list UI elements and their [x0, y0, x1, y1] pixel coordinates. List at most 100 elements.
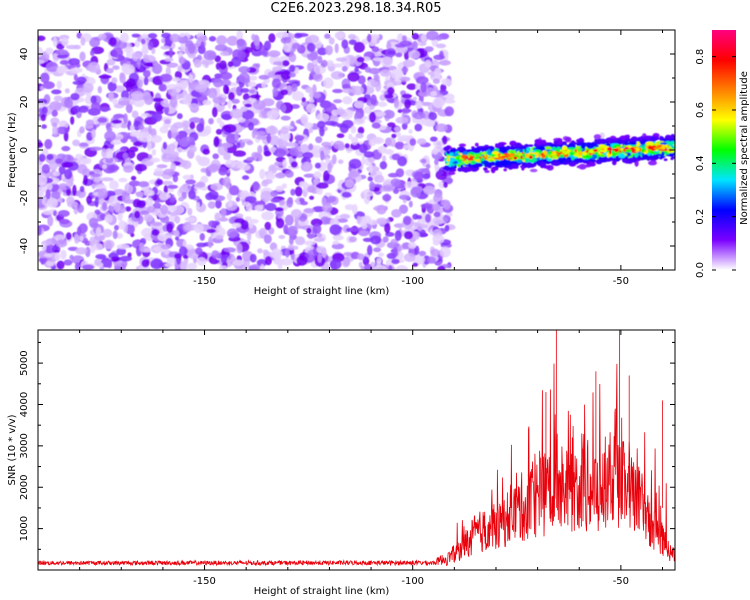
heatmap-cell	[256, 135, 269, 140]
heatmap-cell	[147, 33, 158, 39]
heatmap-cell	[505, 145, 511, 151]
heatmap-cell	[161, 32, 172, 39]
heatmap-cell	[394, 126, 401, 132]
heatmap-cell	[193, 59, 202, 68]
heatmap-cell	[610, 138, 615, 143]
heatmap-cell	[278, 200, 285, 206]
heatmap-cell	[91, 128, 96, 139]
heatmap-cell	[571, 157, 575, 161]
heatmap-cell	[215, 199, 222, 209]
heatmap-cell	[313, 72, 323, 82]
heatmap-cell	[435, 123, 448, 132]
heatmap-cell	[496, 143, 505, 148]
heatmap-cell	[395, 52, 403, 58]
heatmap-cell	[223, 84, 229, 95]
heatmap-cell	[212, 106, 218, 118]
heatmap-cell	[288, 52, 297, 63]
heatmap-cell	[376, 219, 388, 225]
heatmap-cell	[373, 264, 387, 270]
heatmap-cell	[274, 207, 284, 212]
heatmap-cell	[97, 117, 108, 123]
heatmap-cell	[178, 80, 188, 91]
heatmap-cell	[181, 136, 195, 143]
heatmap-cell	[119, 72, 126, 84]
heatmap-cell	[373, 247, 382, 253]
heatmap-cell	[130, 91, 144, 101]
heatmap-cell	[660, 142, 668, 146]
heatmap-cell	[182, 94, 192, 106]
heatmap-cell	[404, 181, 415, 189]
heatmap-cell	[143, 69, 151, 78]
heatmap-cell	[299, 181, 308, 187]
heatmap-cell	[258, 74, 270, 80]
heatmap-cell	[62, 177, 75, 183]
heatmap-cell	[52, 210, 57, 217]
heatmap-cell	[317, 120, 326, 129]
heatmap-cell	[280, 115, 291, 121]
heatmap-cell	[628, 157, 636, 162]
heatmap-cell	[143, 213, 153, 222]
heatmap-cell	[276, 138, 284, 148]
heatmap-cell	[609, 150, 612, 155]
heatmap-cell	[123, 47, 134, 53]
heatmap-cell	[288, 236, 294, 245]
heatmap-cell	[58, 65, 69, 74]
heatmap-cell	[38, 190, 43, 199]
heatmap-cell	[373, 111, 386, 117]
heatmap-cell	[134, 163, 147, 172]
colorbar-tick-label: 0.8	[695, 49, 706, 65]
heatmap-cell	[53, 95, 63, 102]
heatmap-cell	[178, 196, 185, 202]
heatmap-cell	[141, 38, 146, 45]
line-chart-frame	[37, 329, 676, 571]
heatmap-cell	[159, 126, 169, 134]
heatmap-cell	[344, 143, 350, 149]
heatmap-cell	[215, 128, 223, 135]
heatmap-cell	[285, 247, 290, 258]
heatmap-cell	[314, 65, 321, 75]
heatmap-cell	[513, 156, 518, 160]
heatmap-cell	[351, 136, 359, 146]
heatmap-cell	[412, 262, 419, 267]
heatmap-cell	[401, 35, 407, 42]
heatmap-cell	[600, 154, 606, 158]
snr-ytick-label: 4000	[19, 392, 30, 417]
heatmap-cell	[243, 201, 251, 207]
heatmap-cell	[441, 78, 452, 86]
snr-ylabel: SNR (10 * v/v)	[7, 414, 18, 485]
heatmap-cell	[58, 165, 66, 175]
heatmap-cell	[79, 51, 86, 62]
heatmap-cell	[447, 171, 456, 176]
heatmap-cell	[262, 179, 273, 185]
heatmap-cell	[106, 58, 116, 66]
heatmap-cell	[249, 89, 256, 94]
heatmap-cell	[187, 51, 196, 59]
heatmap-cell	[460, 148, 464, 153]
heatmap-cell	[536, 160, 541, 165]
heatmap-cell	[155, 104, 165, 115]
heatmap-cell	[402, 215, 412, 226]
heatmap-cell	[38, 59, 45, 64]
heatmap-cell	[305, 86, 313, 94]
heatmap-cell	[412, 111, 426, 120]
heatmap-cell	[166, 62, 179, 68]
heatmap-cell	[129, 98, 136, 106]
heatmap-cell	[341, 191, 352, 198]
heatmap-cell	[565, 136, 572, 143]
heatmap-cell	[45, 189, 51, 200]
heatmap-cell	[130, 124, 134, 132]
heatmap-cell	[94, 258, 102, 266]
heatmap-cell	[259, 229, 266, 239]
heatmap-cell	[434, 67, 442, 78]
heatmap-cell	[107, 165, 120, 171]
heatmap-cell	[368, 163, 373, 174]
heatmap-cell	[408, 129, 413, 134]
heatmap-cell	[98, 107, 111, 112]
heatmap-cell	[38, 164, 42, 172]
heatmap-cell	[234, 131, 239, 141]
heatmap-cell	[289, 72, 296, 78]
heatmap-cell	[263, 150, 272, 157]
heatmap-cell	[94, 196, 99, 208]
heatmap-cell	[354, 67, 359, 73]
